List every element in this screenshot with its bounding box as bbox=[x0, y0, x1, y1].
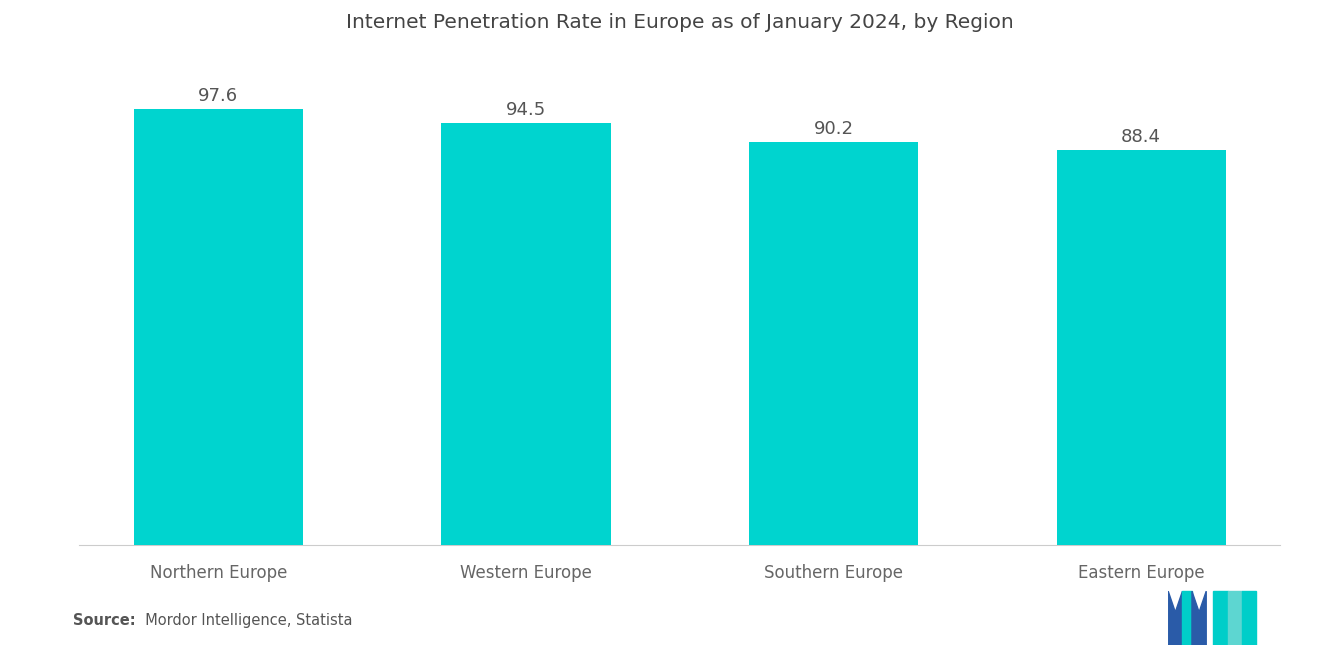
Polygon shape bbox=[1192, 591, 1206, 645]
Polygon shape bbox=[1183, 591, 1192, 645]
Text: 94.5: 94.5 bbox=[506, 101, 546, 119]
Bar bbox=[441, 122, 611, 545]
Bar bbox=[748, 142, 919, 545]
Polygon shape bbox=[1242, 591, 1257, 645]
Polygon shape bbox=[1168, 591, 1183, 645]
Text: 97.6: 97.6 bbox=[198, 87, 239, 105]
Bar bbox=[133, 108, 304, 545]
Bar bbox=[1056, 150, 1226, 545]
Polygon shape bbox=[1228, 591, 1242, 645]
Text: Source:: Source: bbox=[73, 613, 135, 628]
Text: 90.2: 90.2 bbox=[813, 120, 854, 138]
Polygon shape bbox=[1213, 591, 1228, 645]
Text: 88.4: 88.4 bbox=[1121, 128, 1162, 146]
Title: Internet Penetration Rate in Europe as of January 2024, by Region: Internet Penetration Rate in Europe as o… bbox=[346, 13, 1014, 32]
Text: Mordor Intelligence, Statista: Mordor Intelligence, Statista bbox=[136, 613, 352, 628]
